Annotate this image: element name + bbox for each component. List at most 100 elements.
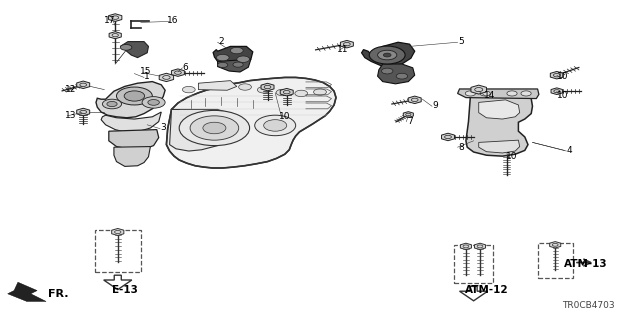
Circle shape [142, 97, 165, 108]
Circle shape [237, 56, 250, 62]
Circle shape [264, 120, 287, 131]
Circle shape [80, 83, 86, 86]
Text: 12: 12 [65, 85, 76, 94]
Circle shape [218, 62, 228, 68]
Circle shape [112, 16, 118, 19]
Text: 6: 6 [183, 63, 188, 72]
Circle shape [233, 62, 243, 67]
Polygon shape [77, 108, 90, 116]
Circle shape [521, 91, 531, 96]
Polygon shape [551, 88, 563, 94]
Circle shape [463, 245, 468, 248]
Polygon shape [479, 140, 520, 153]
Circle shape [396, 73, 408, 79]
Circle shape [406, 113, 411, 116]
Text: 3: 3 [161, 124, 166, 132]
Circle shape [255, 115, 296, 136]
Polygon shape [466, 91, 532, 156]
Polygon shape [340, 40, 353, 48]
Polygon shape [111, 228, 124, 236]
Polygon shape [261, 83, 274, 91]
Polygon shape [109, 14, 122, 21]
Circle shape [480, 91, 490, 96]
Polygon shape [109, 130, 159, 149]
Circle shape [381, 68, 393, 74]
Text: 9: 9 [433, 101, 438, 110]
Circle shape [179, 110, 250, 146]
Text: 16: 16 [167, 16, 179, 25]
Circle shape [554, 90, 560, 93]
Text: 10: 10 [506, 152, 518, 161]
Polygon shape [114, 147, 150, 166]
Circle shape [465, 91, 476, 96]
Circle shape [107, 101, 117, 107]
Circle shape [378, 50, 397, 60]
Circle shape [216, 54, 229, 61]
Polygon shape [159, 73, 173, 82]
Text: ATM-13: ATM-13 [564, 259, 607, 269]
Polygon shape [474, 243, 486, 250]
Polygon shape [172, 69, 184, 76]
Polygon shape [213, 46, 253, 67]
Circle shape [475, 88, 483, 92]
Polygon shape [550, 242, 561, 248]
Polygon shape [408, 96, 421, 104]
Polygon shape [8, 282, 46, 301]
Polygon shape [198, 81, 237, 90]
Text: 14: 14 [484, 92, 495, 100]
Circle shape [175, 71, 181, 74]
Polygon shape [460, 243, 472, 250]
Circle shape [314, 89, 326, 95]
Polygon shape [120, 42, 148, 58]
Polygon shape [166, 77, 336, 168]
Polygon shape [77, 81, 90, 89]
Circle shape [344, 43, 350, 46]
Text: 8: 8 [458, 143, 463, 152]
Circle shape [116, 87, 152, 105]
Text: 15: 15 [140, 68, 152, 76]
Circle shape [276, 89, 289, 96]
Text: 1: 1 [145, 72, 150, 81]
Text: 5: 5 [458, 37, 463, 46]
Circle shape [507, 91, 517, 96]
Text: 4: 4 [567, 146, 572, 155]
Circle shape [477, 245, 483, 248]
Text: 7: 7 [407, 117, 412, 126]
Polygon shape [96, 82, 165, 118]
Polygon shape [104, 275, 132, 290]
Polygon shape [403, 112, 413, 117]
Polygon shape [378, 64, 415, 84]
Polygon shape [550, 71, 563, 79]
Text: 11: 11 [337, 45, 348, 54]
Circle shape [124, 91, 145, 101]
Bar [454, 245, 493, 283]
Circle shape [102, 99, 122, 109]
Text: TR0CB4703: TR0CB4703 [562, 301, 614, 310]
Polygon shape [458, 89, 539, 99]
Circle shape [264, 85, 271, 89]
Circle shape [80, 110, 86, 114]
Polygon shape [442, 133, 454, 141]
Text: ATM-12: ATM-12 [465, 284, 508, 295]
Circle shape [112, 34, 118, 37]
Circle shape [201, 84, 214, 90]
Polygon shape [280, 88, 293, 96]
Polygon shape [218, 59, 251, 72]
Text: E-13: E-13 [112, 284, 138, 295]
Text: 10: 10 [557, 92, 569, 100]
Circle shape [203, 122, 226, 134]
Text: FR.: FR. [48, 289, 68, 299]
Text: 2: 2 [218, 37, 223, 46]
Circle shape [120, 44, 132, 50]
Polygon shape [170, 109, 243, 151]
Circle shape [182, 86, 195, 93]
Polygon shape [471, 85, 486, 94]
Text: 10: 10 [279, 112, 291, 121]
Circle shape [230, 47, 243, 54]
Circle shape [552, 244, 558, 246]
Text: 13: 13 [65, 111, 76, 120]
Text: 10: 10 [557, 72, 569, 81]
Circle shape [369, 46, 405, 64]
Bar [538, 243, 573, 278]
Circle shape [412, 98, 418, 101]
